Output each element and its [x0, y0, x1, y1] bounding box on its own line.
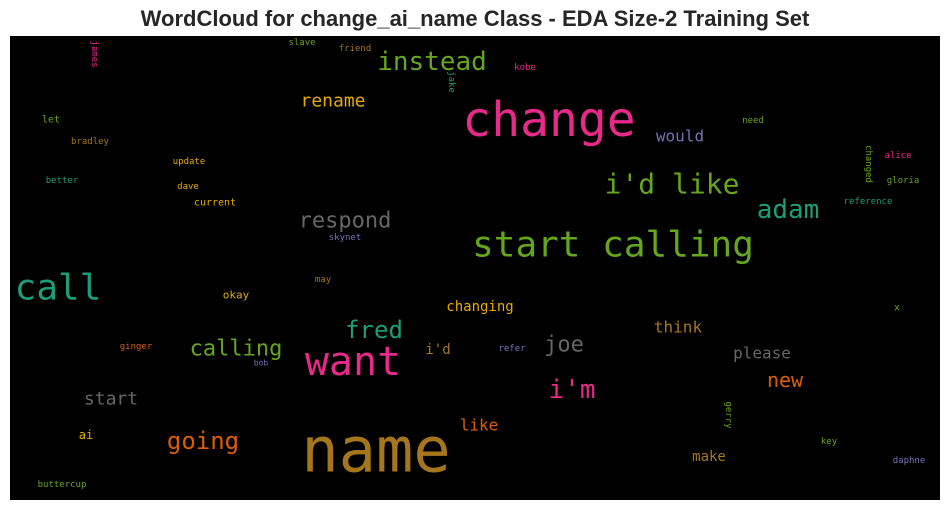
- word-gloria: gloria: [887, 176, 920, 186]
- wordcloud-svg: name change start calling want call i'd like i…: [15, 38, 926, 490]
- word-instead: instead: [377, 47, 487, 77]
- word-need: need: [742, 116, 764, 126]
- word-i-m: i'm: [549, 375, 596, 405]
- word-friend: friend: [339, 44, 372, 54]
- word-changed: changed: [863, 145, 873, 183]
- word-james: james: [89, 40, 99, 67]
- word-respond: respond: [299, 209, 392, 234]
- word-like: like: [460, 416, 499, 435]
- word-would: would: [656, 127, 704, 146]
- word-x: x: [894, 303, 900, 314]
- word-refer: refer: [498, 344, 526, 354]
- word-current: current: [194, 198, 236, 209]
- word-going: going: [167, 427, 239, 455]
- word-i-d-like: i'd like: [605, 168, 740, 201]
- word-key: key: [821, 437, 838, 447]
- word-adam: adam: [757, 195, 820, 225]
- word-dave: dave: [177, 182, 199, 192]
- word-make: make: [692, 449, 726, 465]
- word-ginger: ginger: [120, 342, 153, 352]
- word-may: may: [315, 275, 332, 285]
- word-start: start: [84, 389, 138, 410]
- word-kobe: kobe: [514, 63, 536, 73]
- word-please: please: [733, 344, 791, 363]
- word-i-d: i'd: [425, 342, 450, 358]
- word-bob: bob: [254, 359, 269, 368]
- word-call: call: [15, 268, 102, 309]
- word-reference: reference: [844, 197, 893, 207]
- word-jake: jake: [446, 71, 456, 93]
- word-slave: slave: [288, 38, 315, 48]
- word-better: better: [46, 176, 79, 186]
- word-fred: fred: [345, 316, 403, 344]
- word-let: let: [42, 115, 60, 126]
- word-change: change: [462, 92, 635, 148]
- word-okay: okay: [223, 289, 250, 302]
- word-skynet: skynet: [329, 233, 362, 243]
- word-joe: joe: [544, 333, 584, 358]
- chart-title: WordCloud for change_ai_name Class - EDA…: [140, 6, 810, 31]
- word-name: name: [301, 414, 450, 487]
- word-update: update: [173, 157, 206, 167]
- wordcloud-canvas: name change start calling want call i'd like i…: [10, 36, 940, 500]
- word-buttercup: buttercup: [38, 480, 87, 490]
- word-alice: alice: [884, 151, 911, 161]
- word-rename: rename: [300, 91, 365, 112]
- word-ai: ai: [79, 428, 93, 442]
- word-calling: calling: [190, 337, 283, 362]
- word-daphne: daphne: [893, 456, 926, 466]
- word-gerry: gerry: [723, 401, 733, 429]
- word-start-calling: start calling: [472, 225, 754, 266]
- word-want: want: [305, 339, 401, 385]
- word-think: think: [654, 318, 703, 337]
- word-changing: changing: [446, 299, 513, 315]
- word-new: new: [767, 368, 804, 392]
- word-bradley: bradley: [71, 137, 110, 147]
